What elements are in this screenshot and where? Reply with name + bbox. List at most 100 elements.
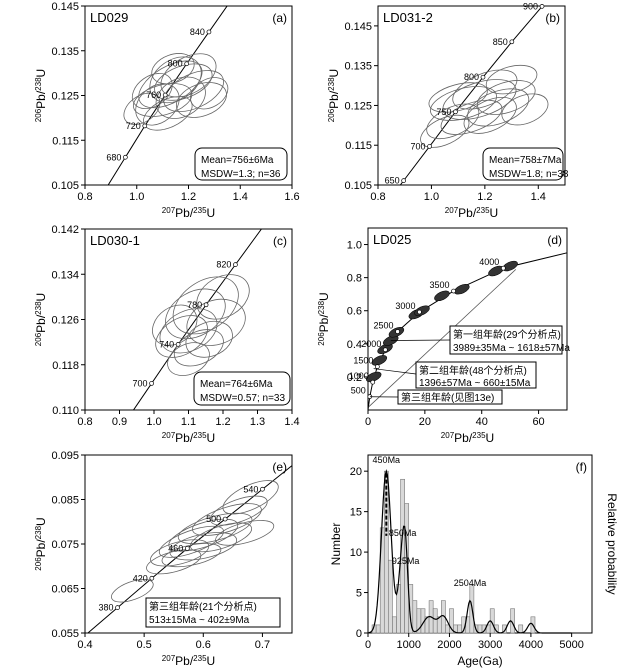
error-ellipse [167, 342, 210, 376]
annotation-box [482, 147, 564, 181]
age-label: 3000 [395, 301, 415, 311]
axis-label-part: 235 [476, 206, 490, 215]
panel-letter: (f) [576, 460, 587, 474]
error-ellipse [158, 525, 225, 558]
panel-b: 0.8 1.0 1.2 1.4 0.145 0.135 0.125 0.115 0.105 LD0… [327, 1, 569, 220]
error-ellipse [154, 63, 213, 101]
age-label: 540 [243, 484, 258, 494]
age-label: 850 [493, 37, 508, 47]
axis-label-part: Pb/ [454, 431, 473, 445]
axis-label-part: Pb/ [175, 431, 194, 445]
x-tick-label: 20 [419, 416, 431, 428]
concordia-curve [87, 464, 292, 633]
peak-label: 850Ma [389, 528, 417, 538]
panel-f: 0 1000 2000 3000 4000 5000 0 5 10 15 20 450Ma 850Ma 9… [329, 454, 619, 668]
leader-line [390, 339, 451, 341]
histogram-bar [518, 624, 524, 634]
age-marker [149, 381, 154, 386]
y-tick-label: 5 [356, 588, 362, 600]
y-tick-label: 0.8 [347, 273, 362, 285]
y-tick-label: 0.095 [51, 450, 79, 462]
age-label: 2500 [374, 321, 394, 331]
y-tick-label: 0.2 [347, 372, 362, 384]
x-axis-label: 207Pb/235U [162, 654, 215, 669]
annotation-line: 第三组年龄(21个分析点) [149, 600, 257, 613]
annotation-line: 第三组年龄(见图13e) [401, 391, 494, 404]
annotation-box [415, 361, 537, 389]
x-tick-label: 0.7 [255, 639, 270, 651]
x-tick-label: 1.0 [129, 191, 144, 203]
axis-label-part: U [207, 654, 216, 668]
leader-line [373, 368, 417, 375]
error-ellipse [215, 520, 275, 546]
annotation-line: 第一组年龄(29个分析点) [453, 328, 561, 341]
age-marker [395, 329, 400, 334]
panel-c: 0.8 0.9 1.0 1.1 1.2 1.3 1.4 0.142 0.134 0.126 0.11… [34, 224, 300, 445]
error-ellipse [172, 276, 239, 335]
age-marker [149, 575, 155, 581]
panel-e: 0.4 0.5 0.6 0.7 0.095 0.085 0.075 0.065 0.055 (e)… [34, 450, 293, 669]
axis-label-part: Pb/ [34, 90, 48, 109]
error-ellipse [440, 99, 503, 135]
annotation-line: 第二组年龄(48个分析点) [419, 364, 527, 377]
axis-label-part: U [327, 69, 341, 78]
axis-label-part: Pb/ [327, 90, 341, 109]
axis-label-part: 235 [193, 654, 207, 663]
y-tick-label: 0.115 [345, 140, 372, 152]
histogram-bar [445, 624, 450, 634]
error-ellipse [434, 290, 450, 302]
discordia-line [368, 269, 517, 407]
axis-label-part: Pb/ [175, 654, 194, 668]
error-ellipse [161, 543, 222, 568]
age-marker [453, 109, 458, 115]
age-marker [162, 92, 168, 98]
age-marker [260, 486, 265, 492]
annotation-line: 1396±57Ma ~ 660±15Ma [419, 378, 531, 389]
age-label: 780 [187, 300, 202, 310]
axis-label-part: Pb/ [34, 539, 48, 558]
error-ellipse [163, 70, 224, 112]
axis-label-part: 238 [34, 525, 43, 539]
age-label: 420 [133, 573, 148, 583]
peak-label: 925Ma [392, 556, 420, 566]
age-marker [184, 61, 190, 67]
x-tick-label: 0 [365, 639, 371, 651]
concordia-curve [399, 6, 544, 185]
axis-label-part: U [34, 293, 48, 302]
annotation-line: MSDW=1.3; n=36 [201, 169, 281, 180]
x-tick-label: 0.8 [77, 191, 92, 203]
y-tick-label: 0.4 [347, 339, 362, 351]
axis-label-part: U [207, 206, 216, 220]
y-tick-label: 0.105 [344, 180, 372, 192]
annotation-box [194, 147, 288, 181]
y-tick-label: 0.118 [52, 360, 79, 372]
y2-axis-label: Relative probability [605, 493, 619, 594]
y-tick-label: 0.075 [51, 539, 79, 551]
error-ellipse [146, 549, 202, 575]
error-ellipse [222, 480, 279, 515]
x-axis-label: Age(Ga) [457, 654, 502, 668]
x-tick-label: 1.4 [531, 191, 546, 203]
x-tick-label: 5000 [559, 639, 583, 651]
error-ellipse [196, 274, 250, 320]
error-ellipse [365, 371, 382, 383]
y-tick-label: 0.6 [347, 306, 362, 318]
age-marker [142, 123, 148, 129]
annotation-line: Mean=758±7Ma [489, 155, 562, 166]
y-tick-label: 0.134 [51, 269, 79, 281]
error-ellipse [131, 73, 173, 110]
y-tick-label: 0.065 [51, 584, 79, 596]
axis-label-part: 238 [327, 77, 336, 91]
y-tick-label: 0.135 [344, 61, 372, 73]
error-ellipse [150, 539, 210, 567]
age-label: 500 [351, 386, 366, 396]
x-tick-label: 2000 [437, 639, 461, 651]
y-tick-label: 0.055 [51, 628, 79, 640]
age-marker [123, 154, 128, 160]
age-label: 740 [159, 339, 174, 349]
error-ellipse [209, 495, 268, 526]
age-label: 4000 [479, 257, 499, 267]
error-ellipse [442, 79, 517, 120]
x-axis-label: 207Pb/235U [162, 206, 215, 221]
